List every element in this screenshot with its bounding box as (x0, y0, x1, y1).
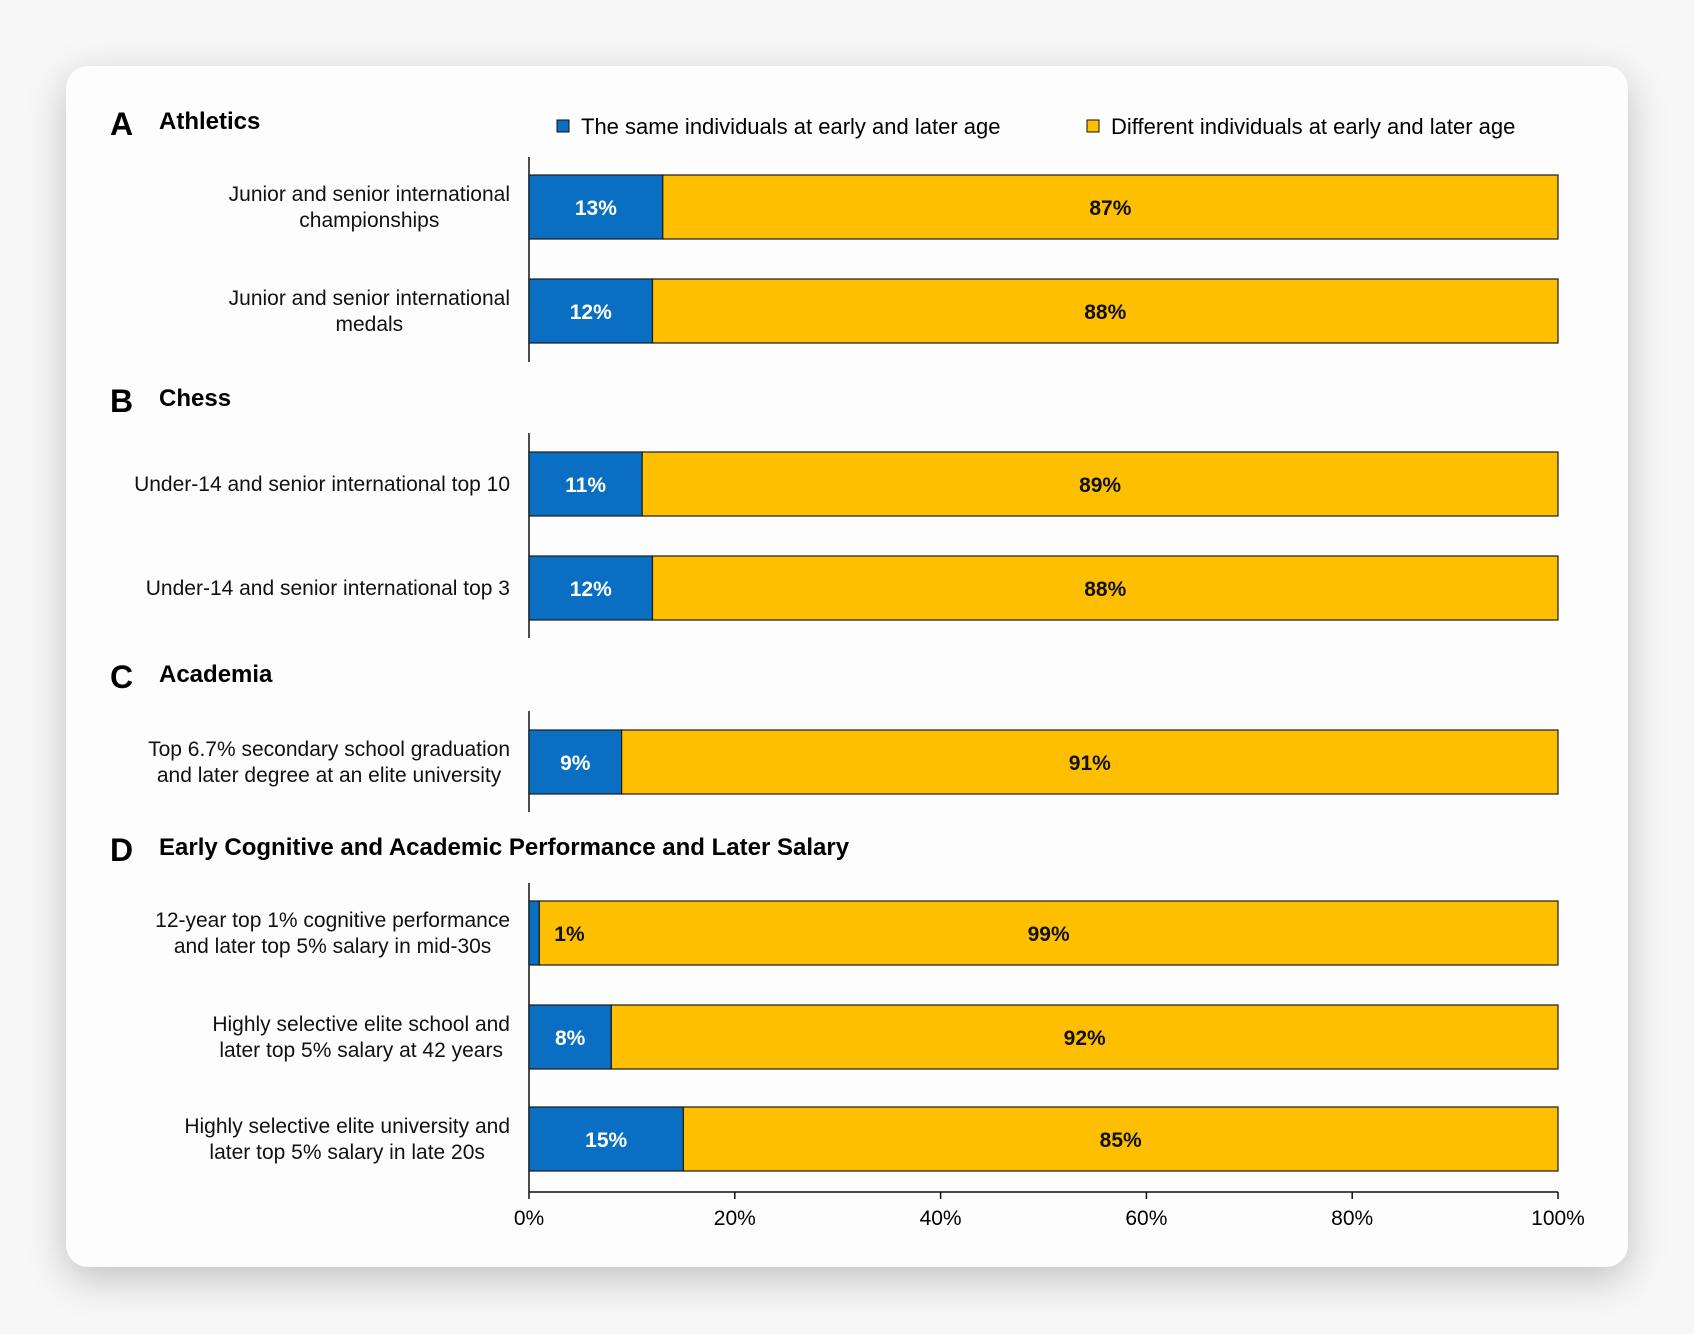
section-title: Early Cognitive and Academic Performance… (159, 834, 850, 861)
data-label-same: 15% (585, 1129, 627, 1152)
bar-same-individuals (528, 555, 654, 621)
category-label: medals (335, 313, 403, 336)
bar-different-individuals (682, 1106, 1559, 1172)
category-label: Junior and senior international (229, 183, 510, 206)
bar-different-individuals (621, 729, 1559, 795)
category-label: Highly selective elite university and (184, 1115, 510, 1138)
data-label-different: 89% (1079, 474, 1121, 497)
bar-different-individuals (651, 278, 1559, 344)
data-label-different: 85% (1100, 1129, 1142, 1152)
x-tick-label: 40% (920, 1207, 962, 1230)
section-title: Chess (159, 385, 231, 412)
data-label-different: 99% (1028, 923, 1070, 946)
data-label-same: 9% (560, 752, 591, 775)
data-label-different: 92% (1064, 1027, 1106, 1050)
category-label: Top 6.7% secondary school graduation (148, 738, 510, 761)
bar-different-individuals (651, 555, 1559, 621)
bar-same-individuals (528, 278, 654, 344)
category-label: later top 5% salary at 42 years (219, 1039, 503, 1062)
bar-different-individuals (641, 451, 1559, 517)
x-tick-label: 60% (1125, 1207, 1167, 1230)
category-label: Under-14 and senior international top 10 (134, 473, 510, 496)
data-label-same: 11% (565, 474, 606, 497)
bar-same-individuals (528, 729, 623, 795)
legend-label: The same individuals at early and later … (581, 114, 1000, 139)
legend-label: Different individuals at early and later… (1111, 114, 1515, 139)
bar-different-individuals (662, 174, 1559, 240)
data-label-same: 12% (570, 301, 612, 324)
bar-same-individuals (528, 900, 540, 966)
category-label: 12-year top 1% cognitive performance (155, 909, 510, 932)
data-label-same: 13% (575, 197, 617, 220)
x-tick-label: 20% (714, 1207, 756, 1230)
data-label-same: 1% (554, 923, 585, 946)
section-letter: D (110, 832, 133, 868)
category-label: Under-14 and senior international top 3 (146, 577, 510, 600)
category-label: Highly selective elite school and (212, 1013, 510, 1036)
category-label: later top 5% salary in late 20s (209, 1141, 484, 1164)
bar-different-individuals (610, 1004, 1559, 1070)
x-tick-label: 100% (1531, 1207, 1585, 1230)
bar-different-individuals (538, 900, 1559, 966)
data-label-same: 12% (570, 578, 612, 601)
data-label-different: 91% (1069, 752, 1111, 775)
data-label-same: 8% (555, 1027, 586, 1050)
bar-same-individuals (528, 1004, 612, 1070)
data-label-different: 88% (1084, 301, 1126, 324)
x-tick-label: 0% (514, 1207, 544, 1230)
section-letter: A (110, 106, 133, 142)
section-letter: B (110, 383, 133, 419)
category-label: Junior and senior international (229, 287, 510, 310)
legend-swatch (1086, 119, 1100, 133)
bar-same-individuals (528, 451, 643, 517)
section-title: Athletics (159, 108, 260, 135)
data-label-different: 87% (1089, 197, 1131, 220)
category-label: and later degree at an elite university (157, 764, 502, 787)
bar-same-individuals (528, 174, 664, 240)
category-label: championships (299, 209, 439, 232)
legend-swatch (556, 119, 570, 133)
section-title: Academia (159, 661, 273, 688)
category-label: and later top 5% salary in mid-30s (174, 935, 492, 958)
bar-same-individuals (528, 1106, 684, 1172)
data-label-different: 88% (1084, 578, 1126, 601)
x-tick-label: 80% (1331, 1207, 1373, 1230)
section-letter: C (110, 659, 133, 695)
